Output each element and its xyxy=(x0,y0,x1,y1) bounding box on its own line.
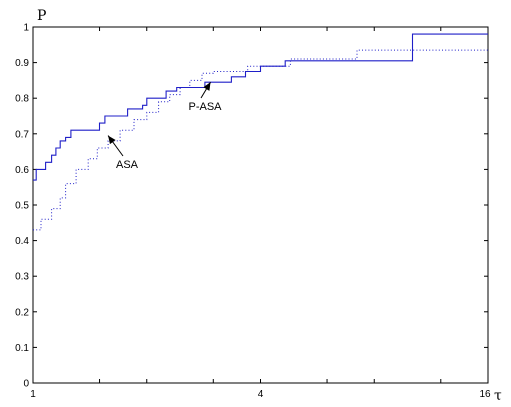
annotation-layer: P-ASA ASA xyxy=(107,81,222,171)
y-tick-label: 0.2 xyxy=(15,307,29,318)
y-tick-label: 0.5 xyxy=(15,201,29,212)
x-axis-title: τ xyxy=(494,388,502,404)
y-tick-label: 1 xyxy=(23,23,29,34)
y-tick-label: 0.1 xyxy=(15,343,29,354)
x-tick-label: 4 xyxy=(258,389,264,400)
series-line-asa xyxy=(33,49,488,231)
y-tick-label: 0.8 xyxy=(15,94,29,105)
annotation-label: ASA xyxy=(116,159,139,171)
y-tick-label: 0.4 xyxy=(15,236,29,247)
x-tick-label: 16 xyxy=(479,389,491,400)
x-tick-label: 1 xyxy=(30,389,36,400)
y-axis-title: P xyxy=(37,8,46,24)
y-tick-label: 0.7 xyxy=(15,129,29,140)
annotation-label: P-ASA xyxy=(188,101,222,113)
y-tick-label: 0.9 xyxy=(15,58,29,69)
y-tick-label: 0.3 xyxy=(15,272,29,283)
series-line-p-asa xyxy=(33,33,488,181)
annotation-arrowhead xyxy=(203,82,211,91)
series-layer xyxy=(33,33,488,231)
axes: 0 0.1 0.2 0.3 0.4 0.5 0.6 0.7 0.8 0.9 1 1 4 16 xyxy=(15,23,491,401)
y-tick-label: 0.6 xyxy=(15,165,29,176)
annotation-arrowhead xyxy=(108,135,116,145)
y-tick-label: 0 xyxy=(23,379,29,390)
